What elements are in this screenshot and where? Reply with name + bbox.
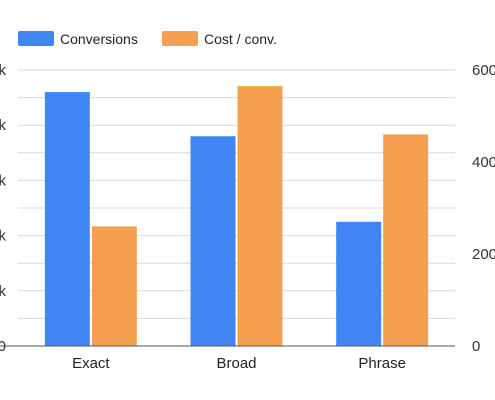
bar-phrase-conversions xyxy=(336,221,382,346)
category-label: Exact xyxy=(72,355,110,372)
right-axis-ticks: 0 200 400 600 xyxy=(472,62,495,355)
left-tick-label: 3k xyxy=(0,172,6,189)
bar-exact-cost-per-conv xyxy=(91,226,137,346)
right-tick-label: 600 xyxy=(472,62,495,79)
right-tick-label: 200 xyxy=(472,246,495,263)
left-tick-label: 1k xyxy=(0,283,6,300)
right-tick-label: 0 xyxy=(472,338,480,355)
left-axis-ticks: 0 1k 2k 3k 4k 5k xyxy=(0,62,6,355)
category-labels: Exact Broad Phrase xyxy=(72,355,406,372)
bar-exact-conversions xyxy=(44,92,90,346)
legend-label-conversions: Conversions xyxy=(60,31,138,47)
legend-swatch-cost-per-conv xyxy=(162,31,198,46)
left-tick-label: 0 xyxy=(0,338,6,355)
bar-broad-cost-per-conv xyxy=(237,86,283,346)
right-tick-label: 400 xyxy=(472,154,495,171)
legend-swatch-conversions xyxy=(18,31,54,46)
grid-lines xyxy=(18,69,455,319)
left-tick-label: 5k xyxy=(0,62,6,79)
left-tick-label: 2k xyxy=(0,228,6,245)
bar-broad-conversions xyxy=(190,136,236,346)
bars xyxy=(44,86,429,346)
category-label: Broad xyxy=(216,355,256,372)
bar-phrase-cost-per-conv xyxy=(383,134,429,346)
legend-label-cost-per-conv: Cost / conv. xyxy=(204,31,277,47)
legend: Conversions Cost / conv. xyxy=(18,31,277,47)
category-label: Phrase xyxy=(358,355,406,372)
left-tick-label: 4k xyxy=(0,117,6,134)
